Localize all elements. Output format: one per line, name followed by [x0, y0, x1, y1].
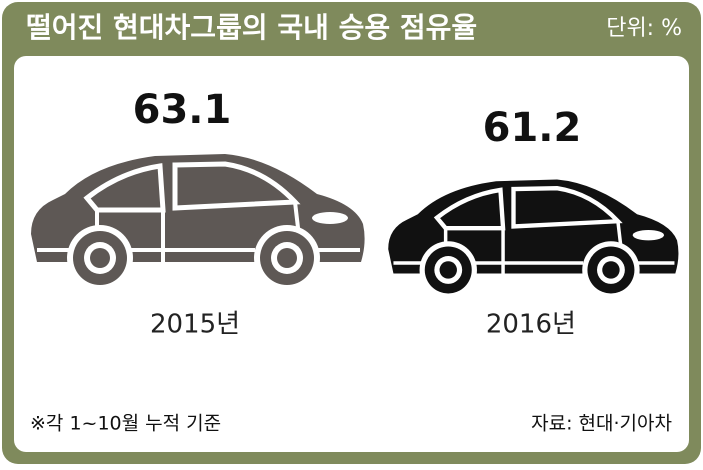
source: 자료: 현대·기아차 — [531, 413, 672, 435]
window-line — [83, 161, 301, 213]
hub — [602, 261, 620, 279]
headlight — [312, 212, 348, 224]
hub — [90, 248, 110, 268]
window-line — [433, 186, 623, 231]
value-label: 63.1 — [133, 87, 232, 133]
category-label: 2016년 — [486, 310, 576, 340]
value-label: 61.2 — [483, 105, 582, 151]
hub — [277, 248, 297, 268]
car — [31, 154, 365, 291]
category-label: 2015년 — [150, 310, 240, 340]
footnote: ※각 1~10월 누적 기준 — [30, 413, 221, 435]
hub — [439, 261, 457, 279]
chart-title: 떨어진 현대차그룹의 국내 승용 점유율 — [26, 11, 477, 44]
unit-label: 단위: % — [606, 16, 682, 41]
headlight — [632, 229, 665, 241]
car — [388, 179, 679, 299]
